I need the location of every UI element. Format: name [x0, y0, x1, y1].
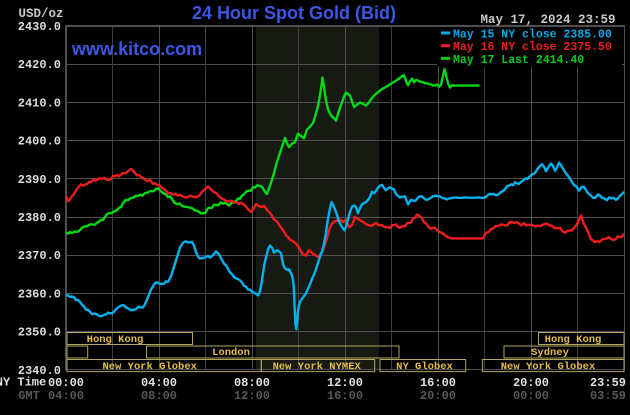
- svg-text:2340.0: 2340.0: [18, 364, 61, 378]
- svg-text:12:00: 12:00: [234, 389, 270, 403]
- svg-text:2390.0: 2390.0: [18, 173, 61, 187]
- svg-text:2400.0: 2400.0: [18, 135, 61, 149]
- svg-text:04:00: 04:00: [48, 389, 84, 403]
- svg-text:www.kitco.com: www.kitco.com: [71, 39, 202, 59]
- svg-text:2360.0: 2360.0: [18, 287, 61, 301]
- svg-text:Hong Kong: Hong Kong: [87, 334, 144, 346]
- svg-text:00:00: 00:00: [48, 376, 84, 390]
- svg-text:2370.0: 2370.0: [18, 249, 61, 263]
- svg-text:08:00: 08:00: [141, 389, 177, 403]
- svg-text:Hong Kong: Hong Kong: [545, 334, 602, 346]
- svg-text:NY Time: NY Time: [0, 376, 46, 390]
- svg-text:16:00: 16:00: [327, 389, 363, 403]
- svg-text:2430.0: 2430.0: [18, 20, 61, 34]
- svg-text:16:00: 16:00: [420, 376, 456, 390]
- svg-text:23:59: 23:59: [590, 376, 626, 390]
- svg-text:May 15 NY close 2385.00: May 15 NY close 2385.00: [453, 29, 612, 42]
- svg-text:2380.0: 2380.0: [18, 211, 61, 225]
- svg-text:Sydney: Sydney: [531, 347, 570, 359]
- svg-text:12:00: 12:00: [327, 376, 363, 390]
- svg-text:May 16 NY close 2375.50: May 16 NY close 2375.50: [453, 41, 612, 54]
- svg-text:2420.0: 2420.0: [18, 58, 61, 72]
- svg-text:NY Globex: NY Globex: [396, 361, 453, 373]
- svg-text:GMT: GMT: [18, 389, 40, 403]
- svg-text:08:00: 08:00: [234, 376, 270, 390]
- svg-text:London: London: [212, 347, 250, 359]
- svg-text:USD/oz: USD/oz: [18, 7, 63, 21]
- svg-text:New York NYMEX: New York NYMEX: [273, 361, 362, 373]
- svg-text:04:00: 04:00: [141, 376, 177, 390]
- svg-text:2410.0: 2410.0: [18, 96, 61, 110]
- svg-text:New York Globex: New York Globex: [501, 361, 596, 373]
- svg-text:May 17 Last 2414.40: May 17 Last 2414.40: [453, 54, 584, 67]
- svg-text:00:00: 00:00: [513, 389, 549, 403]
- svg-text:20:00: 20:00: [513, 376, 549, 390]
- svg-text:20:00: 20:00: [420, 389, 456, 403]
- svg-text:New York Globex: New York Globex: [102, 361, 197, 373]
- svg-text:03:59: 03:59: [590, 389, 626, 403]
- svg-text:2350.0: 2350.0: [18, 326, 61, 340]
- svg-text:May 17, 2024 23:59: May 17, 2024 23:59: [480, 13, 615, 27]
- svg-text:24 Hour Spot Gold (Bid): 24 Hour Spot Gold (Bid): [192, 3, 396, 23]
